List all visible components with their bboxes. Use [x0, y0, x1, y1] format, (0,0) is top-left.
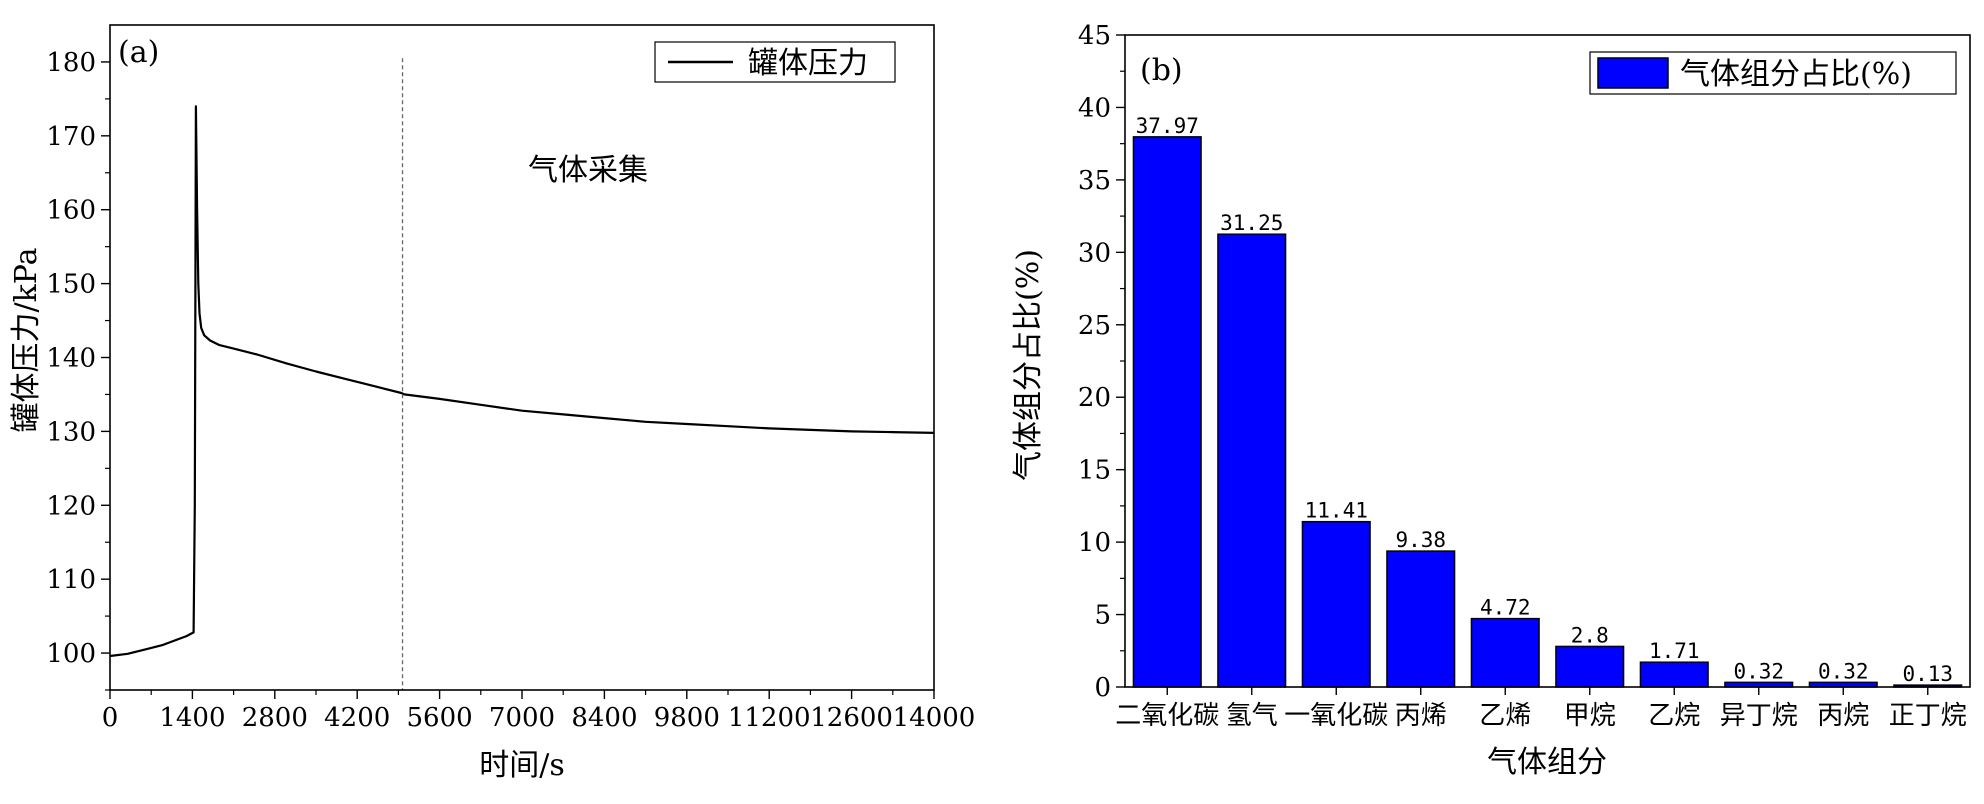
- panel-b-y-tick-label: 10: [1078, 528, 1111, 558]
- panel-a-y-tick-label: 160: [46, 196, 96, 226]
- panel-b-legend: 气体组分占比(%): [1589, 51, 1957, 95]
- panel-b-data-label: 0.32: [1733, 659, 1784, 683]
- panel-a-x-tick-label: 11200: [728, 703, 811, 733]
- panel-b-y-tick-label: 45: [1078, 21, 1111, 51]
- panel-b-x-tick-label: 丙烷: [1817, 701, 1869, 731]
- panel-b-bar: [1217, 233, 1287, 688]
- panel-a-y-tick-label: 180: [46, 48, 96, 78]
- panel-b-data-label: 0.13: [1902, 662, 1953, 686]
- panel-b-x-tick-label: 甲烷: [1564, 701, 1616, 731]
- panel-a-x-tick-label: 5600: [407, 703, 473, 733]
- panel-b-x-tick-label: 乙烯: [1479, 701, 1531, 731]
- panel-b-y-axis-label: 气体组分占比(%): [1011, 249, 1046, 481]
- panel-b-x-axis-label: 气体组分: [1487, 745, 1607, 780]
- panel-a-series-line: [109, 105, 935, 658]
- panel-b-data-label: 31.25: [1220, 211, 1283, 235]
- panel-b-legend-swatch: [1597, 57, 1669, 89]
- panel-b-bar: [1555, 645, 1625, 688]
- panel-b-bar: [1132, 136, 1202, 688]
- panel-a-legend-label: 罐体压力: [748, 46, 868, 81]
- panel-b-bar: [1301, 520, 1371, 688]
- panel-b-x-ticks: 二氧化碳 氢气 一氧化碳 丙烯 乙烯 甲烷 乙烷 异丁烷 丙烷 正丁烷: [1115, 687, 1967, 731]
- panel-b-y-tick-label: 0: [1094, 673, 1111, 703]
- panel-a-y-tick-label: 130: [46, 417, 96, 447]
- panel-b-y-tick-label: 15: [1078, 456, 1111, 486]
- panel-a-y-tick-label: 110: [46, 565, 96, 595]
- panel-b-data-labels: 37.97 31.25 11.41 9.38 4.72 2.8 1.71 0.32 0.32 0.…: [1136, 114, 1953, 686]
- panel-a-chart: 0 1400 2800 4200 5600 7000 8400 9800 11200 12600 1…: [9, 24, 976, 783]
- panel-b-y-tick-label: 5: [1094, 601, 1111, 631]
- panel-b-bar: [1386, 550, 1456, 688]
- panel-b-data-label: 11.41: [1305, 499, 1368, 523]
- panel-b-data-label: 1.71: [1649, 639, 1700, 663]
- panel-b-data-label: 2.8: [1571, 623, 1609, 647]
- panel-a-x-tick-label: 8400: [571, 703, 637, 733]
- panel-b-x-tick-label: 正丁烷: [1889, 701, 1967, 731]
- panel-b-x-tick-label: 二氧化碳: [1115, 701, 1219, 731]
- panel-b-chart: 37.97 31.25 11.41 9.38 4.72 2.8 1.71 0.32 0.32 0.…: [1011, 21, 1971, 780]
- panel-b-y-tick-label: 25: [1078, 311, 1111, 341]
- panel-a-y-tick-label: 150: [46, 270, 96, 300]
- panel-a-x-tick-label: 2800: [242, 703, 308, 733]
- panel-b-y-tick-label: 30: [1078, 238, 1111, 268]
- panel-b-y-tick-label: 35: [1078, 166, 1111, 196]
- panel-a-y-tick-label: 100: [46, 639, 96, 669]
- panel-a-y-tick-label: 120: [46, 491, 96, 521]
- panel-b-x-tick-label: 异丁烷: [1720, 701, 1798, 731]
- panel-a-annotation: 气体采集: [528, 153, 648, 188]
- panel-a-y-axis-label: 罐体压力/kPa: [9, 247, 44, 432]
- panel-a-x-tick-label: 12600: [810, 703, 893, 733]
- panel-b-legend-label: 气体组分占比(%): [1680, 57, 1912, 92]
- panel-a-y-tick-label: 140: [46, 344, 96, 374]
- panel-a-x-tick-label: 4200: [324, 703, 390, 733]
- panel-a-label: (a): [118, 35, 159, 70]
- panel-a-y-ticks: 100 110 120 130 140 150 160 170 180: [46, 48, 110, 691]
- panel-a-series-line-group: [109, 105, 935, 658]
- panel-a-plot-frame: [109, 24, 935, 691]
- panel-a-x-axis-label: 时间/s: [479, 748, 565, 783]
- panel-b-bar: [1470, 617, 1540, 688]
- panel-b-data-label: 9.38: [1395, 528, 1446, 552]
- panel-a-x-tick-label: 1400: [159, 703, 225, 733]
- panel-b-x-tick-label: 乙烷: [1648, 701, 1700, 731]
- panel-b-x-tick-label: 丙烯: [1395, 701, 1447, 731]
- panel-b-x-tick-label: 一氧化碳: [1284, 701, 1388, 731]
- panel-a-x-ticks: 0 1400 2800 4200 5600 7000 8400 9800 11200 12600 1…: [102, 690, 976, 733]
- panel-b-data-label: 4.72: [1480, 596, 1531, 620]
- panel-b-label: (b): [1140, 53, 1183, 88]
- panel-b-y-ticks: 0 5 10 15 20 25 30 35 40 45: [1078, 21, 1125, 703]
- panel-a-legend: 罐体压力: [654, 41, 896, 83]
- panel-a-x-tick-label: 14000: [893, 703, 976, 733]
- panel-a-x-tick-label: 7000: [489, 703, 555, 733]
- panel-b-bar: [1639, 661, 1709, 688]
- panel-b-x-tick-label: 氢气: [1226, 701, 1278, 731]
- panel-b-y-tick-label: 40: [1078, 93, 1111, 123]
- panel-a-x-tick-label: 9800: [654, 703, 720, 733]
- panel-b-bars: [1132, 136, 1963, 688]
- panel-b-y-tick-label: 20: [1078, 383, 1111, 413]
- panel-a-x-tick-label: 0: [102, 703, 119, 733]
- panel-b-data-label: 37.97: [1136, 114, 1199, 138]
- panel-b-data-label: 0.32: [1818, 659, 1869, 683]
- panel-a-y-tick-label: 170: [46, 122, 96, 152]
